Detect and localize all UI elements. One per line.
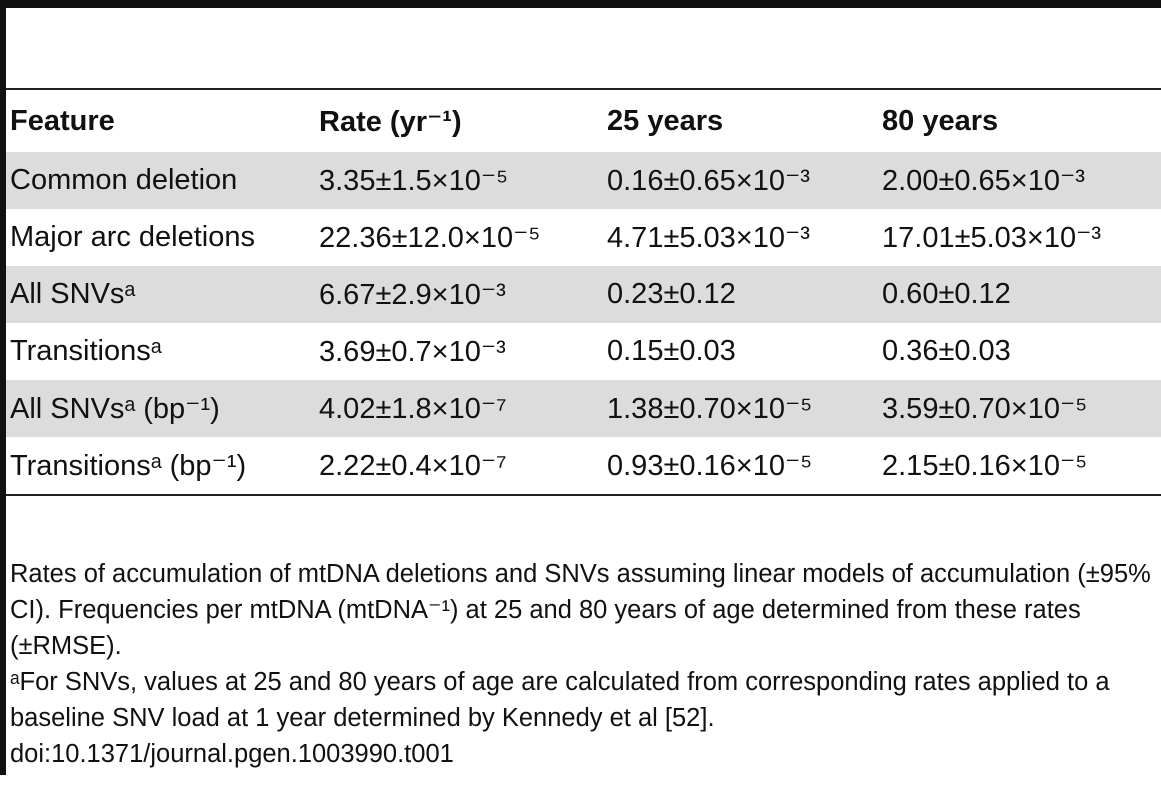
cell-rate: 22.36±12.0×10⁻⁵ [319,222,541,254]
cell-25-years: 4.71±5.03×10⁻³ [607,222,810,254]
table-row: Major arc deletions 22.36±12.0×10⁻⁵ 4.71… [6,209,1161,266]
cell-rate: 2.22±0.4×10⁻⁷ [319,450,507,482]
cell-80-years: 2.15±0.16×10⁻⁵ [882,450,1088,482]
cell-25-years: 1.38±0.70×10⁻⁵ [607,393,813,425]
cell-feature: All SNVsᵃ (bp⁻¹) [10,393,220,425]
cell-feature: Common deletion [10,164,238,196]
page-left-rule [0,0,6,775]
header-feature: Feature [10,104,115,137]
cell-feature: All SNVsᵃ [10,278,136,310]
table-header-row: Feature Rate (yr⁻¹) 25 years 80 years [6,90,1161,152]
cell-rate: 3.69±0.7×10⁻³ [319,336,506,368]
table-row: Transitionsᵃ (bp⁻¹) 2.22±0.4×10⁻⁷ 0.93±0… [6,437,1161,496]
cell-rate: 3.35±1.5×10⁻⁵ [319,165,509,197]
data-table: Feature Rate (yr⁻¹) 25 years 80 years Co… [6,90,1161,496]
cell-25-years: 0.15±0.03 [607,335,736,367]
table-row: All SNVsᵃ (bp⁻¹) 4.02±1.8×10⁻⁷ 1.38±0.70… [6,380,1161,437]
table-caption: Rates of accumulation of mtDNA deletions… [10,560,1151,660]
cell-feature: Major arc deletions [10,221,255,253]
cell-rate: 4.02±1.8×10⁻⁷ [319,393,507,425]
table-row: All SNVsᵃ 6.67±2.9×10⁻³ 0.23±0.12 0.60±0… [6,266,1161,323]
cell-25-years: 0.93±0.16×10⁻⁵ [607,450,813,482]
cell-25-years: 0.23±0.12 [607,278,736,310]
table-top-rule [0,0,1161,8]
cell-80-years: 0.60±0.12 [882,278,1011,310]
cell-80-years: 0.36±0.03 [882,335,1011,367]
header-80-years: 80 years [882,104,999,137]
table-footnote: ᵃFor SNVs, values at 25 and 80 years of … [10,668,1110,732]
table-row: Transitionsᵃ 3.69±0.7×10⁻³ 0.15±0.03 0.3… [6,323,1161,380]
cell-feature: Transitionsᵃ [10,335,162,367]
cell-80-years: 17.01±5.03×10⁻³ [882,222,1102,254]
cell-feature: Transitionsᵃ (bp⁻¹) [10,450,247,482]
table-row: Common deletion 3.35±1.5×10⁻⁵ 0.16±0.65×… [6,152,1161,209]
header-rate: Rate (yr⁻¹) [319,105,462,138]
header-25-years: 25 years [607,104,724,137]
cell-rate: 6.67±2.9×10⁻³ [319,279,506,311]
cell-80-years: 3.59±0.70×10⁻⁵ [882,393,1088,425]
header-rule [6,88,1161,90]
cell-80-years: 2.00±0.65×10⁻³ [882,165,1085,197]
doi-link[interactable]: doi:10.1371/journal.pgen.1003990.t001 [10,740,454,768]
cell-25-years: 0.16±0.65×10⁻³ [607,165,810,197]
table-notes: Rates of accumulation of mtDNA deletions… [10,556,1160,772]
